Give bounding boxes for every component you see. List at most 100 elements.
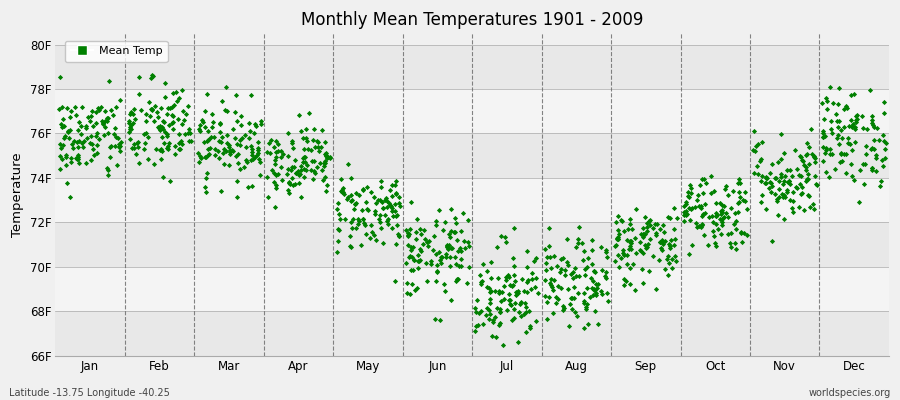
Point	[661, 253, 675, 259]
Point	[661, 214, 675, 220]
Point	[435, 254, 449, 260]
Point	[193, 153, 207, 159]
Point	[832, 85, 847, 92]
Point	[658, 266, 672, 272]
Point	[668, 252, 682, 259]
Point	[618, 278, 633, 284]
Point	[580, 301, 594, 308]
Point	[355, 207, 369, 214]
Point	[759, 206, 773, 212]
Point	[89, 109, 104, 115]
Point	[679, 201, 693, 207]
Point	[267, 157, 282, 163]
Point	[816, 144, 831, 150]
Point	[343, 233, 357, 239]
Point	[823, 146, 837, 152]
Point	[375, 205, 390, 211]
Point	[74, 122, 88, 129]
Point	[228, 135, 242, 142]
Point	[740, 206, 754, 212]
Point	[385, 182, 400, 188]
Point	[616, 246, 630, 253]
Point	[654, 247, 669, 253]
Point	[159, 133, 174, 139]
Point	[542, 243, 556, 250]
Point	[877, 132, 891, 138]
Point	[254, 118, 268, 124]
Point	[292, 180, 306, 186]
Point	[567, 294, 581, 301]
Point	[281, 187, 295, 194]
Point	[824, 151, 839, 158]
Point	[89, 142, 104, 148]
Point	[611, 213, 625, 219]
Point	[598, 273, 613, 279]
Point	[500, 307, 514, 314]
Point	[755, 173, 770, 180]
Point	[155, 124, 169, 130]
Point	[819, 169, 833, 176]
Point	[101, 167, 115, 173]
Point	[774, 131, 788, 137]
Point	[562, 323, 576, 329]
Point	[68, 104, 82, 110]
Point	[312, 148, 327, 155]
Point	[182, 126, 196, 133]
Point	[865, 165, 879, 172]
Point	[221, 162, 236, 168]
Point	[84, 157, 98, 163]
Point	[507, 315, 521, 321]
Point	[454, 245, 468, 251]
Point	[65, 141, 79, 148]
Point	[331, 200, 346, 206]
Point	[130, 140, 144, 147]
Point	[855, 161, 869, 168]
Point	[89, 132, 104, 139]
Point	[622, 246, 636, 252]
Point	[876, 157, 890, 163]
Point	[54, 121, 68, 127]
Point	[104, 143, 119, 149]
Point	[390, 222, 404, 228]
Point	[242, 128, 256, 134]
Point	[507, 224, 521, 231]
Point	[52, 140, 67, 147]
Point	[677, 212, 691, 219]
Point	[506, 255, 520, 262]
Point	[417, 227, 431, 233]
Point	[125, 120, 140, 126]
Point	[112, 140, 126, 147]
Point	[220, 84, 234, 90]
Point	[528, 318, 543, 324]
Point	[867, 124, 881, 130]
Point	[249, 152, 264, 158]
Point	[457, 238, 472, 244]
Point	[230, 141, 244, 147]
Point	[392, 233, 407, 240]
Point	[349, 189, 364, 196]
Point	[643, 216, 657, 223]
Point	[304, 167, 319, 173]
Point	[104, 106, 119, 113]
Point	[403, 247, 418, 254]
Legend: Mean Temp: Mean Temp	[65, 41, 167, 62]
Point	[503, 301, 517, 308]
Point	[569, 273, 583, 279]
Point	[484, 259, 499, 266]
Point	[612, 264, 626, 270]
Point	[479, 312, 493, 318]
Point	[809, 181, 824, 187]
Point	[347, 201, 362, 207]
Point	[281, 152, 295, 159]
Point	[643, 222, 657, 228]
Point	[820, 106, 834, 112]
Point	[138, 140, 152, 146]
Point	[405, 281, 419, 288]
Point	[269, 182, 284, 188]
Point	[538, 277, 553, 284]
Point	[103, 144, 117, 150]
Point	[363, 235, 377, 242]
Point	[568, 265, 582, 272]
Point	[180, 130, 194, 136]
Point	[124, 126, 139, 132]
